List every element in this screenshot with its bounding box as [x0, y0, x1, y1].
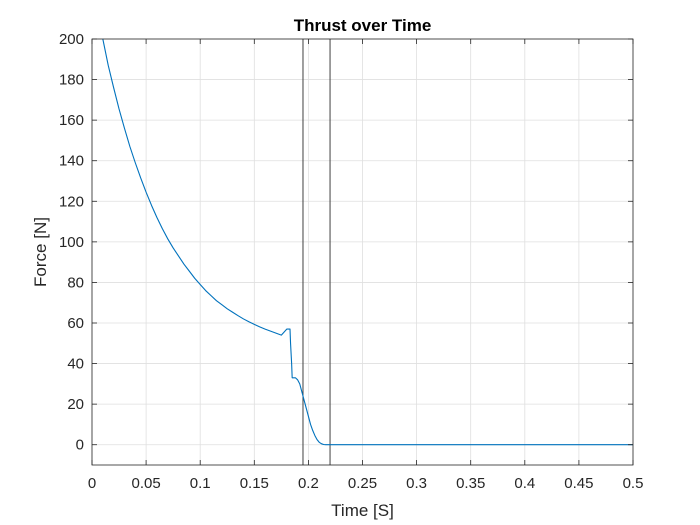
series-layer	[102, 38, 633, 446]
x-axis-label: Time [S]	[331, 501, 394, 520]
x-tick-label: 0.2	[298, 475, 319, 492]
y-axis-label: Force [N]	[31, 217, 50, 287]
y-tick-label: 60	[67, 315, 84, 332]
y-tick-label: 180	[59, 72, 84, 89]
y-tick-label: 120	[59, 193, 84, 210]
y-tick-label: 20	[67, 396, 84, 413]
y-tick-label: 200	[59, 31, 84, 48]
x-tick-label: 0.25	[348, 475, 377, 492]
y-tick-label: 160	[59, 112, 84, 129]
tick-labels: 0 0.05 0.1 0.15 0.2 0.25 0.3 0.35 0.4 0.45 0.5 0 20 4…	[59, 31, 643, 492]
x-tick-label: 0.05	[131, 475, 160, 492]
y-tick-label: 100	[59, 234, 84, 251]
y-tick-label: 80	[67, 274, 84, 291]
x-tick-label: 0	[88, 475, 96, 492]
y-tick-label: 140	[59, 153, 84, 170]
x-tick-label: 0.5	[623, 475, 644, 492]
x-tick-label: 0.3	[406, 475, 427, 492]
y-tick-label: 40	[67, 356, 84, 373]
x-tick-label: 0.35	[456, 475, 485, 492]
chart-title: Thrust over Time	[294, 16, 432, 35]
y-tick-label: 0	[76, 437, 84, 454]
x-tick-label: 0.4	[514, 475, 535, 492]
x-tick-label: 0.15	[240, 475, 269, 492]
ticks	[91, 38, 634, 465]
thrust-series-line	[102, 38, 633, 446]
x-tick-label: 0.1	[190, 475, 211, 492]
x-tick-label: 0.45	[564, 475, 593, 492]
